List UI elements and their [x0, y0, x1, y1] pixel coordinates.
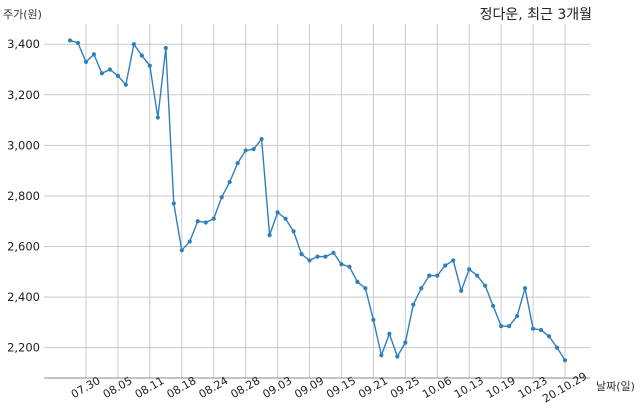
data-points [67, 38, 568, 363]
data-point [379, 353, 384, 358]
data-point [499, 324, 504, 329]
data-point [131, 42, 136, 47]
data-point [355, 279, 360, 285]
data-point [395, 354, 400, 359]
data-point [323, 254, 328, 259]
data-point [387, 331, 392, 336]
y-tick-label: 2,800 [7, 189, 40, 203]
data-point [554, 345, 560, 350]
y-axis-label: 주가(원) [3, 8, 42, 21]
data-point [75, 40, 81, 46]
y-tick-label: 2,600 [7, 240, 40, 254]
data-point [139, 53, 144, 58]
data-point [155, 115, 160, 120]
data-point [203, 220, 208, 225]
y-tick-label: 3,400 [7, 37, 40, 51]
data-point [546, 334, 552, 339]
data-point [179, 248, 184, 253]
grid [44, 24, 590, 378]
data-point [522, 286, 528, 291]
data-point [267, 233, 272, 238]
data-point [171, 201, 176, 206]
y-tick-label: 2,200 [7, 341, 40, 355]
data-point [403, 340, 408, 345]
data-point [243, 148, 248, 153]
data-point [371, 317, 376, 322]
series [69, 39, 566, 361]
data-point [211, 216, 216, 221]
data-point [347, 264, 352, 269]
y-tick-label: 3,200 [7, 88, 40, 102]
data-point [419, 286, 424, 291]
data-point [435, 273, 440, 278]
data-point [331, 250, 336, 255]
x-tick-labels: 07.3008.0508.1108.1808.2408.2809.0309.09… [69, 370, 589, 406]
data-point [275, 210, 280, 215]
data-point [483, 283, 488, 288]
data-point [530, 326, 536, 331]
data-point [107, 67, 113, 72]
data-point [163, 45, 168, 51]
data-point [363, 286, 368, 291]
data-point [83, 59, 89, 65]
data-point [227, 179, 232, 185]
data-point [291, 229, 296, 234]
data-point [427, 273, 432, 278]
data-point [219, 195, 224, 200]
y-tick-labels: 2,200 2,400 2,600 2,800 3,000 3,200 3,400 [7, 37, 40, 354]
data-point [259, 136, 264, 142]
data-point [307, 258, 312, 263]
data-point [315, 254, 320, 259]
data-point [115, 73, 120, 78]
data-point [235, 160, 240, 166]
data-point [299, 252, 304, 257]
data-point [538, 327, 544, 333]
data-point [475, 273, 480, 278]
y-tick-label: 3,000 [7, 138, 40, 152]
data-point [562, 358, 568, 363]
data-point [99, 71, 105, 76]
data-point [187, 239, 192, 244]
data-point [339, 262, 344, 267]
data-point [515, 313, 520, 319]
x-axis-label: 날짜(일) [596, 379, 635, 393]
data-point [195, 219, 200, 224]
data-point [251, 147, 256, 152]
data-point [459, 288, 464, 293]
data-point [451, 258, 456, 263]
data-point [443, 263, 448, 268]
data-point [67, 38, 73, 43]
chart-title: 정다운, 최근 3개월 [480, 7, 592, 23]
data-point [123, 82, 128, 87]
data-point [147, 63, 152, 68]
data-point [283, 216, 288, 221]
data-point [411, 302, 416, 307]
series-line [69, 39, 566, 361]
y-tick-label: 2,400 [7, 290, 40, 304]
data-point [507, 324, 512, 329]
data-point [91, 52, 97, 57]
data-point [467, 267, 472, 272]
data-point [491, 303, 496, 309]
